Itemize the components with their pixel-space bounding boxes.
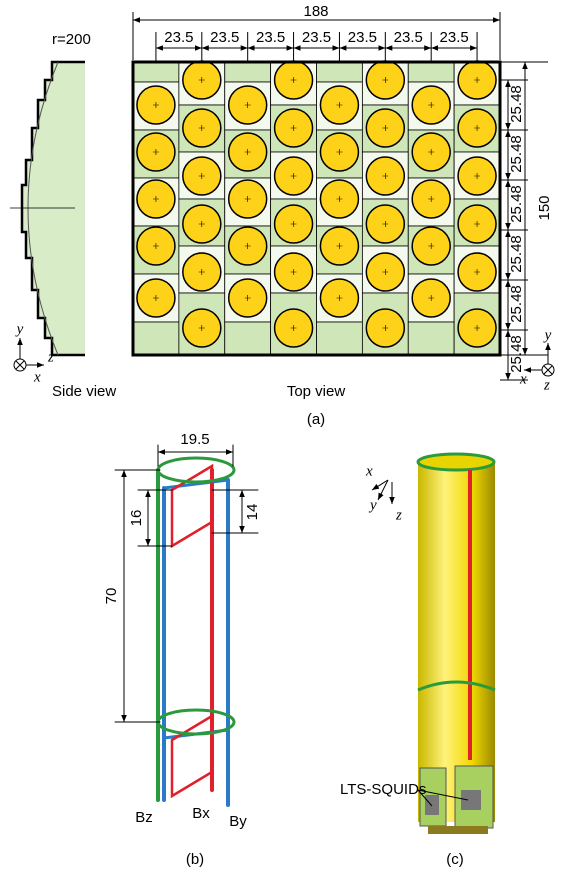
axis-label: y bbox=[15, 321, 24, 337]
dimension-label: 19.5 bbox=[180, 431, 209, 448]
sensor-render bbox=[372, 454, 495, 834]
row-label: 25.48 bbox=[508, 85, 525, 123]
axis-label: z bbox=[395, 507, 402, 523]
channel-label: By bbox=[229, 813, 247, 830]
caption: Side view bbox=[52, 383, 116, 400]
panel-label: (a) bbox=[307, 411, 325, 428]
pitch-label: 23.5 bbox=[348, 29, 377, 46]
cell bbox=[408, 62, 454, 82]
pitch-label: 23.5 bbox=[394, 29, 423, 46]
cell bbox=[317, 62, 363, 82]
cell bbox=[225, 62, 271, 82]
pitch-label: 23.5 bbox=[164, 29, 193, 46]
panel-label: (b) bbox=[186, 851, 204, 868]
figure: r=200 y x z Side view 188 150 y x z Top … bbox=[0, 0, 565, 871]
axis-label: x bbox=[365, 463, 373, 479]
row-label: 25.48 bbox=[508, 335, 525, 373]
row-label: 25.48 bbox=[508, 285, 525, 323]
pitch-label: 23.5 bbox=[210, 29, 239, 46]
side-view: r=200 y x z Side view bbox=[10, 31, 116, 400]
axis-label: z bbox=[543, 377, 550, 393]
axis-label: x bbox=[33, 369, 41, 385]
callout: LTS-SQUIDs bbox=[340, 781, 426, 798]
page: {"panel_a": { "side_view": {"radius_labe… bbox=[0, 0, 565, 871]
axis-label: y bbox=[543, 327, 552, 343]
dimension-label: 14 bbox=[244, 504, 261, 521]
panel-label: (c) bbox=[446, 851, 464, 868]
cell bbox=[133, 62, 179, 82]
caption: Top view bbox=[287, 383, 346, 400]
width-label: 188 bbox=[303, 3, 328, 20]
cell bbox=[408, 322, 454, 355]
axis-label: z bbox=[47, 349, 54, 365]
channel-label: Bz bbox=[135, 809, 153, 826]
radius-label: r=200 bbox=[52, 31, 91, 48]
pitch-label: 23.5 bbox=[440, 29, 469, 46]
gradiometer-diagram bbox=[115, 445, 258, 805]
cell bbox=[225, 322, 271, 355]
pitch-label: 23.5 bbox=[302, 29, 331, 46]
cell bbox=[317, 322, 363, 355]
dimension-label: 70 bbox=[103, 588, 120, 605]
top-view: 188 150 y x z Top view 23.5 23.5 23.5 23.5 2… bbox=[133, 3, 554, 400]
channel-label: Bx bbox=[192, 805, 210, 822]
pitch-label: 23.5 bbox=[256, 29, 285, 46]
axis-label: y bbox=[368, 497, 377, 513]
row-label: 25.48 bbox=[508, 185, 525, 223]
row-label: 25.48 bbox=[508, 135, 525, 173]
cell bbox=[133, 322, 179, 355]
dimension-label: 16 bbox=[128, 510, 145, 527]
axis-label: x bbox=[519, 371, 527, 387]
row-label: 25.48 bbox=[508, 235, 525, 273]
height-label: 150 bbox=[536, 195, 553, 220]
